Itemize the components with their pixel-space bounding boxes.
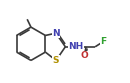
Text: NH: NH (69, 42, 84, 51)
Text: O: O (80, 51, 88, 60)
Text: S: S (53, 56, 59, 65)
Text: F: F (100, 37, 106, 46)
Text: N: N (52, 29, 60, 38)
